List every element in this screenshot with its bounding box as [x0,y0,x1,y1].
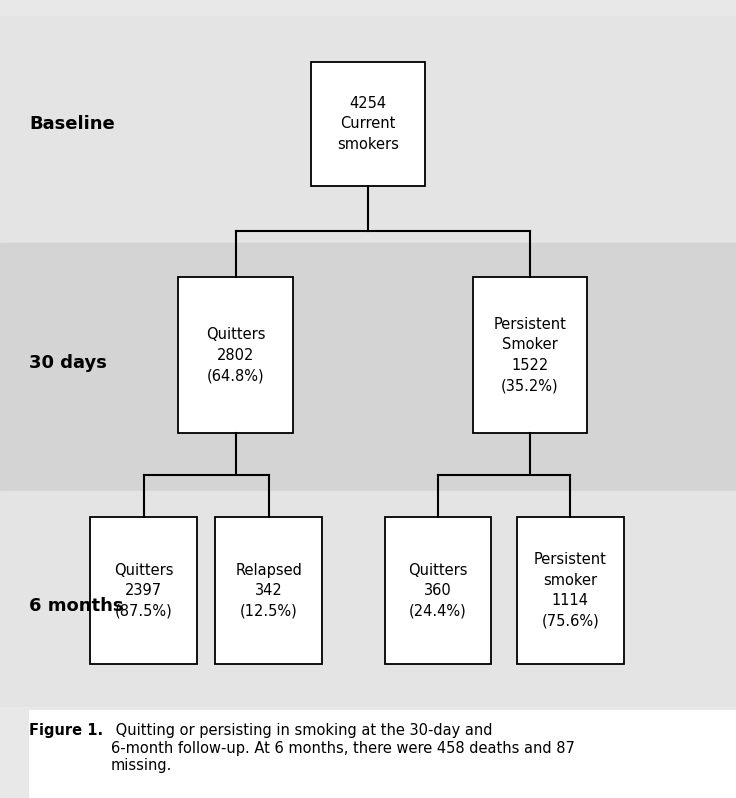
Bar [0,243,736,491]
FancyBboxPatch shape [517,517,623,664]
FancyBboxPatch shape [178,277,292,433]
Text: Quitting or persisting in smoking at the 30-day and
6-month follow-up. At 6 mont: Quitting or persisting in smoking at the… [110,723,575,773]
Bar [0,16,736,243]
Bar [0,491,736,706]
Text: 6 months: 6 months [29,598,124,615]
FancyBboxPatch shape [473,277,587,433]
Text: Quitters
2397
(87.5%): Quitters 2397 (87.5%) [114,563,173,618]
Text: 30 days: 30 days [29,354,107,372]
Text: 4254
Current
smokers: 4254 Current smokers [337,96,399,152]
Text: Persistent
smoker
1114
(75.6%): Persistent smoker 1114 (75.6%) [534,552,607,629]
FancyBboxPatch shape [384,517,492,664]
FancyBboxPatch shape [91,517,197,664]
Text: Persistent
Smoker
1522
(35.2%): Persistent Smoker 1522 (35.2%) [493,317,567,393]
Text: Relapsed
342
(12.5%): Relapsed 342 (12.5%) [236,563,302,618]
Text: Figure 1.: Figure 1. [29,723,104,738]
FancyBboxPatch shape [311,62,425,186]
Text: Quitters
2802
(64.8%): Quitters 2802 (64.8%) [206,327,265,383]
FancyBboxPatch shape [215,517,322,664]
Text: Baseline: Baseline [29,115,116,132]
Text: Quitters
360
(24.4%): Quitters 360 (24.4%) [408,563,467,618]
